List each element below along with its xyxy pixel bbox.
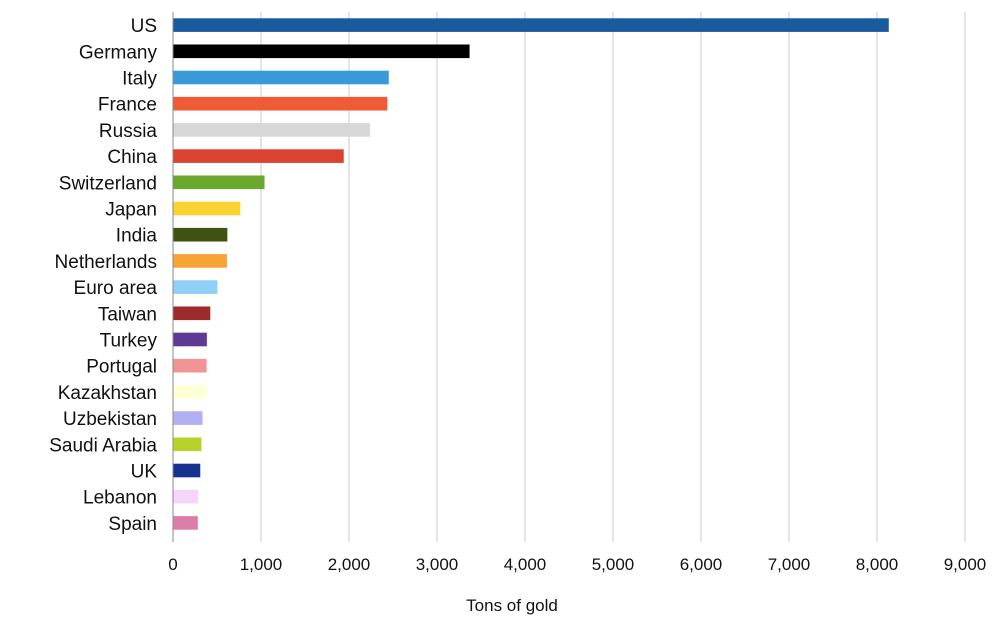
x-tick-label: 0: [168, 555, 177, 574]
category-label: Spain: [108, 514, 157, 535]
bar-turkey: [173, 332, 207, 347]
x-axis-title: Tons of gold: [466, 596, 558, 615]
bar-saudi-arabia: [173, 437, 202, 452]
bar-italy: [173, 70, 389, 85]
bar-kazakhstan: [173, 385, 207, 399]
bar-spain: [173, 516, 198, 530]
bar-lebanon: [173, 489, 199, 504]
x-tick-label: 1,000: [240, 555, 283, 574]
gridlines: [260, 12, 966, 542]
bar-japan: [173, 201, 241, 216]
bar-euro-area: [173, 280, 218, 294]
bar-uzbekistan: [173, 411, 203, 425]
category-label: Japan: [105, 200, 157, 221]
x-tick-label: 4,000: [504, 555, 547, 574]
category-label: Turkey: [100, 331, 158, 352]
category-label: Saudi Arabia: [49, 435, 157, 456]
category-label: Russia: [99, 121, 158, 142]
bar-india: [173, 227, 228, 242]
category-label: Kazakhstan: [58, 383, 157, 404]
category-label: Uzbekistan: [63, 409, 157, 430]
bar-netherlands: [173, 254, 227, 268]
category-labels: US Germany Italy France Russia China Switzerla…: [49, 16, 157, 535]
category-label: Euro area: [74, 278, 158, 299]
bars: [173, 18, 889, 530]
category-label: US: [131, 16, 157, 37]
bar-germany: [173, 44, 470, 59]
category-label: France: [98, 95, 157, 116]
category-label: India: [116, 226, 158, 247]
bar-taiwan: [173, 306, 211, 321]
category-label: Taiwan: [98, 304, 157, 325]
bar-portugal: [173, 358, 207, 373]
bar-switzerland: [173, 175, 265, 190]
x-tick-label: 5,000: [592, 555, 635, 574]
x-tick-labels: 0 1,000 2,000 3,000 4,000 5,000 6,000 7,000 8,00…: [168, 555, 986, 574]
bar-france: [173, 96, 388, 111]
category-label: China: [107, 147, 157, 168]
bar-us: [173, 18, 889, 32]
category-label: Lebanon: [83, 488, 157, 509]
bar-russia: [173, 123, 371, 137]
x-tick-label: 8,000: [856, 555, 899, 574]
category-label: Portugal: [86, 357, 157, 378]
x-tick-label: 6,000: [680, 555, 723, 574]
bar-uk: [173, 463, 201, 478]
category-label: Netherlands: [55, 252, 157, 273]
x-tick-label: 3,000: [416, 555, 459, 574]
x-tick-label: 9,000: [944, 555, 987, 574]
category-label: Switzerland: [59, 173, 157, 194]
x-tick-label: 7,000: [768, 555, 811, 574]
category-label: UK: [131, 462, 158, 483]
x-tick-label: 2,000: [328, 555, 371, 574]
bar-china: [173, 149, 344, 163]
category-label: Germany: [79, 42, 158, 63]
category-label: Italy: [122, 69, 157, 90]
